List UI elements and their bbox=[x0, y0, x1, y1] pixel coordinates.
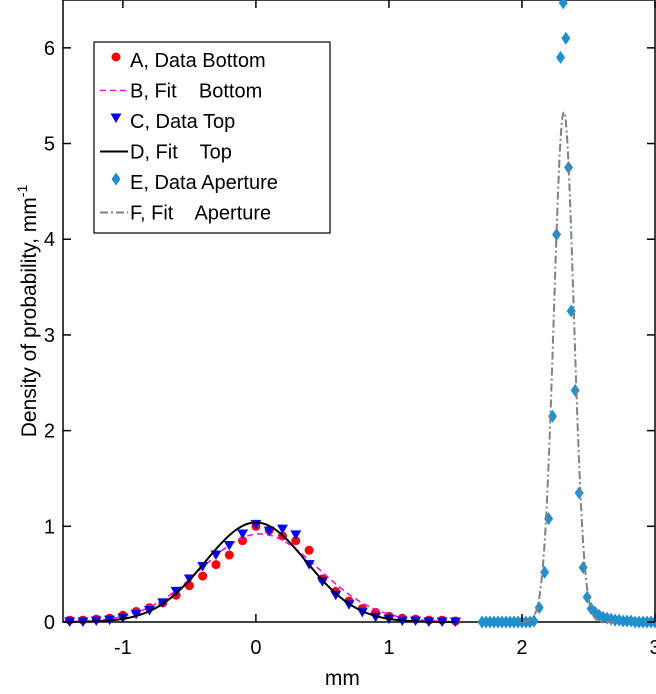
y-tick-label: 1 bbox=[44, 516, 55, 538]
y-tick-label: 5 bbox=[44, 134, 55, 156]
legend-label: F, Fit Aperture bbox=[130, 203, 271, 225]
data-point bbox=[570, 383, 580, 397]
data-point bbox=[211, 560, 221, 570]
legend-item: E, Data Aperture bbox=[111, 172, 278, 194]
legend-label: D, Fit Top bbox=[130, 142, 232, 164]
data-point bbox=[198, 571, 208, 581]
y-tick-label: 3 bbox=[44, 325, 55, 347]
legend-label: C, Data Top bbox=[130, 111, 235, 133]
x-tick-label: -1 bbox=[114, 637, 132, 659]
legend-box bbox=[93, 41, 331, 234]
y-axis-label-superscript: -1 bbox=[14, 185, 30, 198]
legend-item: C, Data Top bbox=[110, 111, 235, 133]
data-point bbox=[223, 540, 235, 551]
series-b bbox=[62, 533, 456, 623]
y-tick-label: 4 bbox=[44, 229, 55, 251]
x-tick-label: 1 bbox=[383, 637, 394, 659]
fit-line bbox=[521, 110, 616, 623]
x-tick-label: 2 bbox=[516, 637, 527, 659]
fit-line bbox=[62, 533, 456, 623]
x-tick-label: 0 bbox=[250, 637, 261, 659]
x-axis-label: mm bbox=[325, 667, 360, 690]
legend-item: B, Fit Bottom bbox=[100, 81, 262, 103]
data-point bbox=[582, 590, 592, 604]
fit-line bbox=[62, 521, 456, 623]
data-point bbox=[304, 545, 314, 555]
data-point bbox=[210, 550, 222, 561]
data-point bbox=[237, 529, 249, 539]
legend: A, Data Bottom B, Fit Bottom C, Data Top D,… bbox=[93, 41, 331, 234]
data-point bbox=[224, 550, 234, 560]
data-point bbox=[561, 31, 571, 45]
data-point bbox=[574, 486, 584, 500]
legend-item: F, Fit Aperture bbox=[100, 203, 271, 225]
plot-frame bbox=[62, 0, 656, 623]
data-point bbox=[316, 577, 328, 587]
data-point bbox=[197, 561, 209, 572]
legend-marker bbox=[111, 52, 121, 62]
legend-label: A, Data Bottom bbox=[130, 50, 266, 72]
data-point bbox=[556, 50, 566, 64]
series-a bbox=[65, 521, 460, 626]
data-point bbox=[263, 526, 275, 537]
y-tick-label: 2 bbox=[44, 421, 55, 443]
legend-item: A, Data Bottom bbox=[111, 50, 266, 72]
series-e bbox=[477, 0, 656, 629]
legend-label: B, Fit Bottom bbox=[130, 81, 262, 103]
series-d bbox=[62, 521, 456, 623]
data-point bbox=[449, 617, 461, 627]
series-f bbox=[521, 110, 616, 623]
data-point bbox=[291, 536, 301, 546]
y-axis-label-text: Density of probability, mm bbox=[18, 197, 41, 437]
data-point bbox=[277, 524, 289, 535]
y-axis-label: Density of probability, mm-1 bbox=[14, 185, 41, 438]
data-point bbox=[558, 0, 568, 10]
y-axis-ticks: 0 1 2 3 4 5 6 bbox=[44, 38, 655, 634]
legend-item: D, Fit Top bbox=[100, 142, 232, 164]
data-point bbox=[552, 227, 562, 241]
plot-series bbox=[62, 0, 656, 629]
x-axis-ticks: -1 0 1 2 3 bbox=[114, 0, 656, 659]
data-point bbox=[290, 530, 302, 540]
axes bbox=[62, 0, 656, 623]
legend-marker bbox=[110, 113, 122, 123]
legend-marker bbox=[111, 172, 121, 186]
y-tick-label: 0 bbox=[44, 612, 55, 634]
legend-label: E, Data Aperture bbox=[130, 172, 278, 194]
x-tick-label: 3 bbox=[649, 637, 656, 659]
data-point bbox=[330, 590, 342, 601]
data-point bbox=[170, 586, 182, 597]
data-point bbox=[130, 609, 142, 620]
y-tick-label: 6 bbox=[44, 38, 55, 60]
